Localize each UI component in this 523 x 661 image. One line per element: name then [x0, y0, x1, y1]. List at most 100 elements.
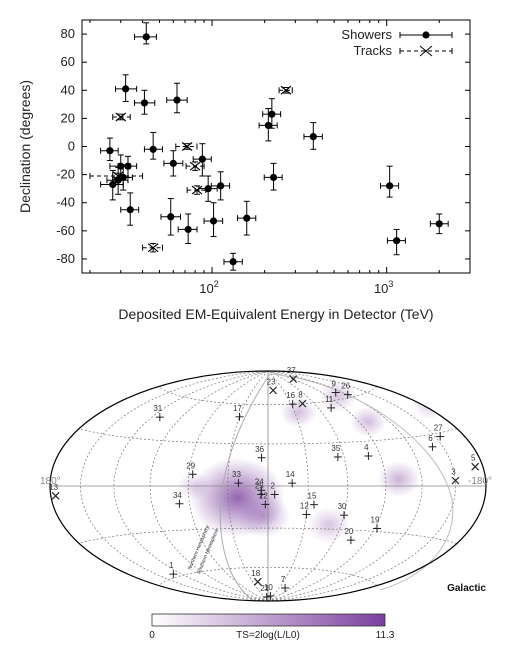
neutrino-event-shower: 4 [364, 443, 373, 461]
event-id-label: 24 [255, 477, 264, 486]
left-edge-label: 180° [40, 476, 61, 487]
legend-shower-marker [422, 31, 430, 39]
event-id-label: 37 [287, 366, 296, 375]
neutrino-event-shower: 6 [428, 434, 437, 451]
neutrino-event-shower: 15 [308, 492, 318, 509]
track-marker [191, 185, 203, 195]
event-id-label: 33 [232, 470, 241, 479]
colorbar [151, 613, 386, 627]
neutrino-event-track: 13 [49, 483, 60, 500]
y-tick-label: -20 [56, 167, 75, 182]
track-marker [112, 171, 124, 181]
y-tick-label: 0 [68, 139, 75, 154]
track-x-marker [51, 491, 60, 500]
data-point-showers [163, 150, 184, 177]
event-id-label: 21 [260, 584, 269, 593]
neutrino-event-shower: 27 [434, 424, 445, 441]
event-id-label: 13 [49, 483, 58, 492]
neutrino-event-shower: 1 [169, 561, 178, 579]
shower-marker [243, 214, 251, 222]
event-id-label: 4 [364, 443, 369, 452]
x-tick-base: 10 [199, 281, 213, 296]
event-id-label: 10 [264, 583, 273, 592]
y-tick-label: -40 [56, 195, 75, 210]
neutrino-event-shower: 21 [260, 584, 271, 601]
data-point-showers [192, 143, 212, 177]
event-id-label: 34 [173, 491, 182, 500]
event-id-label: 7 [281, 575, 286, 584]
legend-track-marker [419, 45, 433, 57]
neutrino-event-shower: 14 [286, 470, 297, 488]
event-id-label: 29 [186, 461, 195, 470]
event-id-label: 2 [270, 482, 275, 491]
ts-hotspot [237, 493, 291, 538]
event-id-label: 20 [344, 527, 353, 536]
legend-label: Tracks [353, 43, 392, 58]
shower-marker [393, 237, 401, 245]
neutrino-event-shower: 20 [344, 527, 355, 545]
neutrino-event-shower: 31 [153, 404, 164, 422]
data-point-showers [120, 192, 140, 226]
data-point-showers [134, 22, 157, 45]
coordinate-system-label: Galactic [447, 583, 486, 594]
track-marker [147, 243, 159, 253]
shower-marker [204, 185, 212, 193]
y-tick-label: 20 [61, 110, 75, 125]
data-point-tracks [112, 112, 131, 122]
ts-hotspot [350, 406, 387, 437]
y-tick-label: -60 [56, 223, 75, 238]
data-point-showers [177, 213, 198, 244]
neutrino-event-shower: 35 [331, 444, 342, 461]
neutrino-event-shower: 10 [264, 583, 275, 600]
neutrino-event-track: 3 [451, 468, 460, 485]
track-marker [115, 112, 127, 122]
y-tick-label: -80 [56, 251, 75, 266]
event-id-label: 25 [255, 482, 264, 491]
shower-marker [209, 217, 218, 225]
neutrino-event-shower: 2 [270, 482, 279, 499]
shower-marker [229, 258, 237, 266]
data-point-showers [100, 137, 119, 162]
right-edge-label: -180° [468, 476, 492, 487]
y-axis-title: Declination (degrees) [17, 80, 33, 213]
shower-marker [149, 145, 157, 153]
longitude-line [79, 370, 269, 602]
event-id-label: 31 [153, 404, 162, 413]
equatorial-plane-curve [219, 373, 271, 602]
event-id-label: 16 [286, 391, 295, 400]
legend-label: Showers [341, 27, 392, 42]
event-id-label: 9 [331, 379, 336, 388]
track-marker [280, 85, 292, 95]
neutrino-event-shower: 29 [186, 461, 197, 479]
neutrino-event-track: 37 [287, 366, 298, 384]
track-x-marker [451, 476, 460, 485]
colorbar-max-label: 11.3 [376, 630, 395, 641]
x-tick-label: 103 [374, 279, 393, 296]
shower-marker [309, 133, 317, 141]
neutrino-event-shower: 19 [371, 516, 382, 533]
data-point-showers [143, 131, 163, 160]
event-id-label: 1 [169, 561, 174, 570]
shower-marker [386, 182, 394, 190]
neutrino-event-shower: 25 [255, 482, 266, 499]
track-marker [189, 161, 201, 171]
data-point-tracks [185, 161, 205, 171]
neutrino-event-shower: 7 [281, 575, 290, 592]
neutrino-event-shower: 34 [173, 491, 184, 508]
x-axis-title: Deposited EM-Equivalent Energy in Detect… [118, 306, 433, 322]
shower-marker [264, 121, 272, 130]
neutrino-event-shower: 22 [259, 491, 270, 509]
shower-marker [126, 206, 134, 214]
shower-marker [268, 110, 276, 118]
track-x-marker [269, 386, 278, 395]
data-point-tracks [175, 142, 198, 151]
longitude-line [267, 370, 423, 602]
event-id-label: 30 [338, 502, 347, 511]
event-id-label: 14 [286, 470, 295, 479]
neutrino-event-shower: 36 [255, 445, 266, 462]
event-id-label: 18 [251, 569, 260, 578]
shower-marker [198, 155, 206, 163]
longitude-line [113, 370, 269, 602]
event-id-label: 23 [267, 377, 276, 386]
